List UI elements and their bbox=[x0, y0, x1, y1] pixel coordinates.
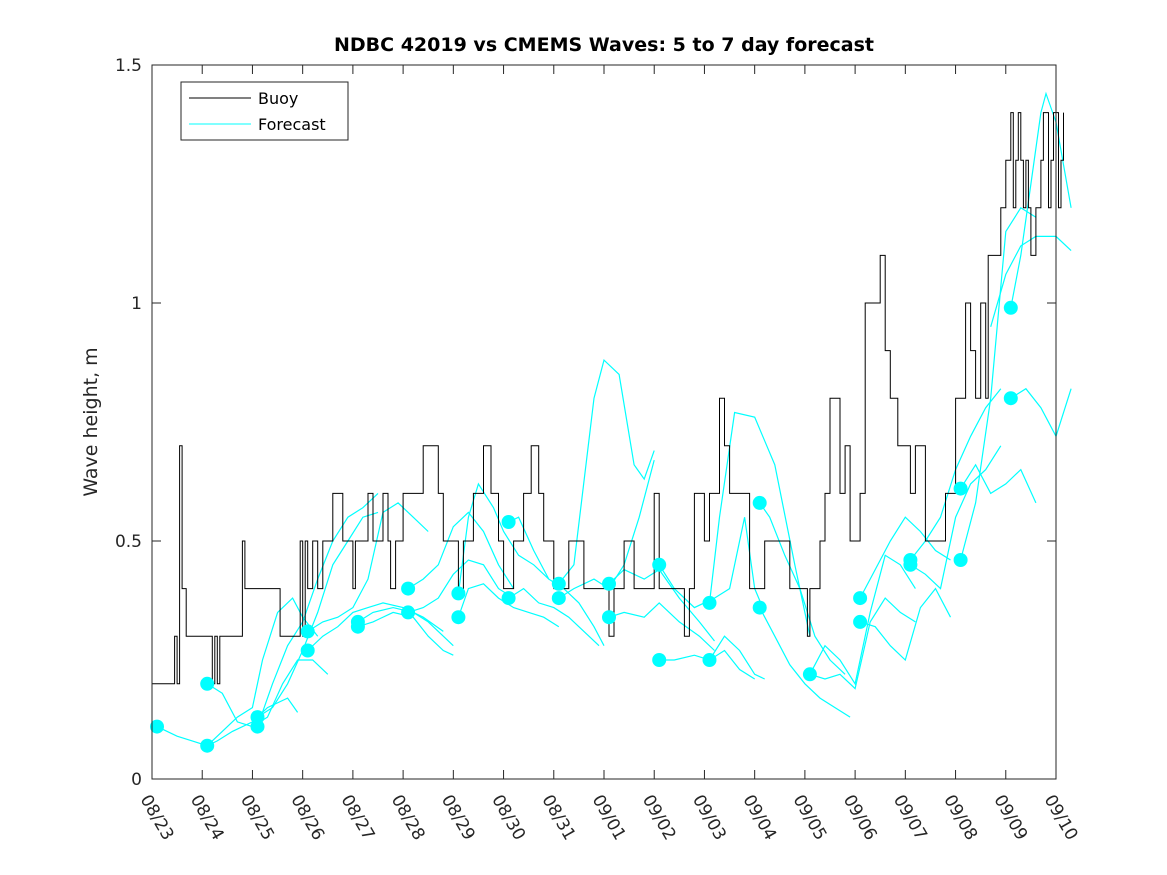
forecast-marker-32 bbox=[1003, 300, 1018, 315]
forecast-line-18 bbox=[608, 602, 715, 651]
forecast-marker-5 bbox=[300, 624, 315, 639]
marker-layer bbox=[150, 300, 1018, 753]
forecast-line-24 bbox=[759, 607, 851, 718]
forecast-line-5 bbox=[307, 502, 429, 632]
forecast-marker-23 bbox=[752, 495, 767, 510]
forecast-line-35 bbox=[990, 235, 1072, 327]
legend-buoy-label: Buoy bbox=[258, 89, 298, 108]
y-tick-label-1: 0.5 bbox=[115, 532, 142, 552]
forecast-marker-33 bbox=[1003, 391, 1018, 406]
forecast-marker-13 bbox=[501, 515, 516, 529]
forecast-marker-14 bbox=[501, 591, 516, 606]
forecast-marker-19 bbox=[652, 557, 667, 572]
forecast-line-8 bbox=[357, 611, 454, 656]
forecast-line-19 bbox=[658, 517, 766, 613]
y-tick-label-2: 1 bbox=[131, 294, 142, 314]
forecast-marker-27 bbox=[853, 614, 868, 629]
forecast-marker-18 bbox=[602, 610, 616, 625]
forecast-marker-15 bbox=[551, 576, 566, 591]
forecast-marker-30 bbox=[953, 481, 968, 496]
forecast-marker-10 bbox=[401, 605, 416, 620]
legend-box bbox=[180, 81, 349, 141]
plot-area bbox=[152, 65, 1056, 779]
forecast-line-21 bbox=[708, 411, 811, 637]
forecast-line-14 bbox=[508, 587, 600, 647]
forecast-line-32 bbox=[960, 206, 1037, 561]
forecast-marker-25 bbox=[802, 667, 817, 682]
forecast-line-0 bbox=[156, 697, 299, 747]
y-axis-label: Wave height, m bbox=[80, 347, 102, 496]
forecast-line-31 bbox=[960, 463, 1037, 504]
forecast-marker-20 bbox=[652, 653, 667, 667]
forecast-marker-9 bbox=[401, 581, 416, 596]
forecast-line-34 bbox=[1010, 387, 1072, 438]
series-layer bbox=[151, 91, 1072, 747]
forecast-marker-11 bbox=[451, 586, 466, 601]
forecast-marker-1 bbox=[200, 676, 215, 691]
forecast-marker-17 bbox=[602, 576, 616, 591]
forecast-marker-26 bbox=[853, 591, 868, 606]
legend-forecast-label: Forecast bbox=[258, 115, 326, 134]
forecast-line-28 bbox=[859, 587, 952, 662]
forecast-marker-8 bbox=[350, 619, 365, 634]
forecast-line-26 bbox=[809, 597, 916, 690]
y-tick-label-0: 0 bbox=[131, 770, 142, 790]
forecast-line-3 bbox=[257, 511, 379, 718]
forecast-line-1 bbox=[206, 659, 329, 728]
forecast-marker-0 bbox=[150, 719, 164, 734]
forecast-marker-4 bbox=[250, 719, 265, 734]
legend: Buoy Forecast bbox=[180, 81, 349, 141]
forecast-marker-29 bbox=[903, 557, 918, 572]
forecast-marker-6 bbox=[300, 643, 315, 658]
forecast-marker-12 bbox=[451, 610, 466, 625]
forecast-line-10 bbox=[407, 559, 514, 613]
chart-title: NDBC 42019 vs CMEMS Waves: 5 to 7 day fo… bbox=[334, 34, 874, 56]
forecast-line-30 bbox=[910, 445, 1002, 590]
y-axis-ticks: 0 0.5 1 1.5 bbox=[115, 56, 1056, 790]
forecast-line-22 bbox=[708, 635, 765, 680]
forecast-marker-31 bbox=[953, 553, 968, 567]
forecast-line-25 bbox=[809, 554, 916, 686]
forecast-line-15 bbox=[558, 358, 655, 585]
forecast-line-9 bbox=[407, 511, 515, 590]
forecast-marker-22 bbox=[702, 653, 717, 667]
forecast-line-2 bbox=[206, 597, 319, 747]
forecast-marker-24 bbox=[752, 600, 767, 615]
forecast-marker-2 bbox=[200, 738, 215, 753]
buoy-line bbox=[151, 112, 1064, 685]
forecast-line-27 bbox=[859, 516, 951, 599]
y-tick-label-3: 1.5 bbox=[115, 56, 142, 76]
forecast-marker-16 bbox=[551, 591, 566, 606]
forecast-marker-21 bbox=[702, 595, 717, 610]
